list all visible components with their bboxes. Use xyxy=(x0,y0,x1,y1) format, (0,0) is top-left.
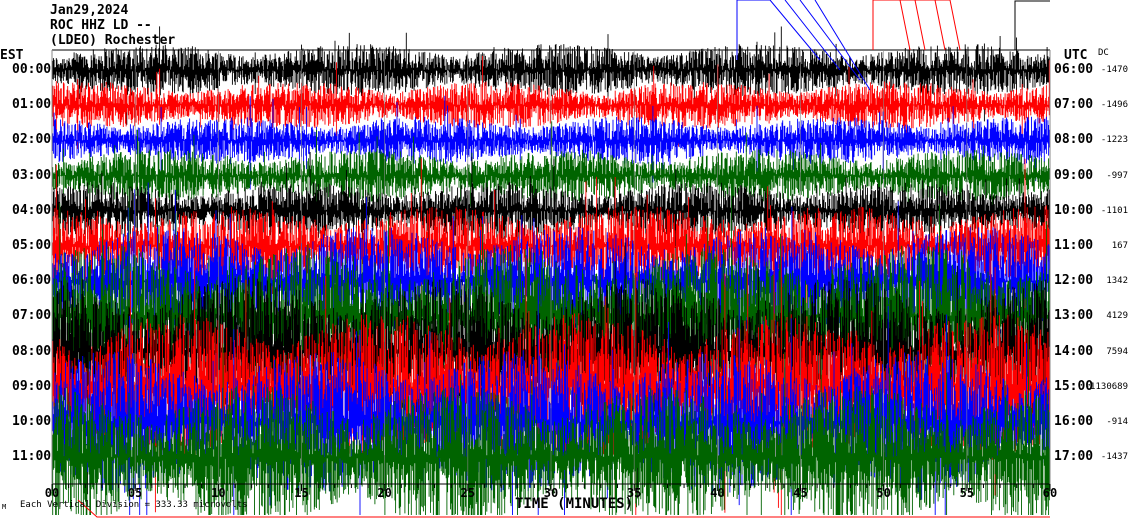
dc-value: 1342 xyxy=(1106,276,1128,287)
location-label: (LDEO) Rochester xyxy=(50,33,176,48)
dc-value: -1496 xyxy=(1100,100,1128,111)
est-row-label: 04:00 xyxy=(12,202,52,218)
utc-row-label: 10:00 xyxy=(1054,202,1094,218)
event-marker xyxy=(1014,0,1050,50)
dc-title: DC xyxy=(1098,48,1109,58)
event-marker xyxy=(949,0,961,51)
event-marker xyxy=(77,499,1050,518)
est-row-label: 02:00 xyxy=(12,132,52,148)
station-label: ROC HHZ LD -- xyxy=(50,18,152,33)
x-tick-label: 10 xyxy=(211,486,226,500)
est-row-label: 07:00 xyxy=(12,308,52,324)
event-marker xyxy=(914,0,926,51)
dc-value: -1130689 xyxy=(1084,381,1128,392)
utc-row-label: 15:00 xyxy=(1054,378,1094,394)
event-marker xyxy=(899,0,911,51)
est-row-label: 11:00 xyxy=(12,449,52,465)
corner-mark: M xyxy=(2,503,7,511)
dc-value: -997 xyxy=(1106,170,1128,181)
utc-row-label: 12:00 xyxy=(1054,273,1094,289)
date-label: Jan29,2024 xyxy=(50,3,129,18)
x-tick-label: 30 xyxy=(543,486,559,500)
est-row-label: 00:00 xyxy=(12,62,52,77)
utc-row-label: 16:00 xyxy=(1054,414,1094,429)
x-tick-label: 00 xyxy=(44,486,60,500)
est-row-label: 05:00 xyxy=(12,238,52,253)
x-tick-label: 05 xyxy=(127,486,143,500)
dc-value: 4129 xyxy=(1106,311,1128,322)
est-axis-title: EST xyxy=(0,48,24,63)
est-row-label: 09:00 xyxy=(12,378,52,394)
event-marker xyxy=(769,0,821,61)
event-marker xyxy=(814,0,871,91)
x-tick-label: 25 xyxy=(460,486,476,500)
dc-value: -1101 xyxy=(1100,205,1128,216)
x-tick-label: 45 xyxy=(793,486,808,500)
dc-value: -1470 xyxy=(1100,65,1128,75)
dc-value: -914 xyxy=(1106,417,1128,427)
est-row-label: 08:00 xyxy=(12,343,52,359)
dc-value: -1223 xyxy=(1100,135,1128,146)
dc-value: -1437 xyxy=(1100,452,1128,463)
event-marker xyxy=(784,0,841,71)
utc-row-label: 11:00 xyxy=(1054,238,1094,253)
utc-row-label: 13:00 xyxy=(1054,308,1094,324)
utc-row-label: 07:00 xyxy=(1054,97,1094,113)
x-tick-label: 60 xyxy=(1042,486,1058,500)
est-row-label: 10:00 xyxy=(12,414,52,429)
dc-value: 7594 xyxy=(1106,346,1128,357)
event-marker xyxy=(799,0,861,81)
scale-note: Each Vertical Division = 333.33 microvol… xyxy=(20,500,248,510)
utc-axis-title: UTC xyxy=(1064,48,1088,63)
x-tick-label: 55 xyxy=(959,486,975,500)
x-axis-title: TIME (MINUTES) xyxy=(515,496,634,512)
est-row-label: 06:00 xyxy=(12,273,52,289)
event-marker xyxy=(934,0,946,51)
utc-row-label: 09:00 xyxy=(1054,167,1094,183)
utc-row-label: 17:00 xyxy=(1054,449,1094,465)
utc-row-label: 14:00 xyxy=(1054,343,1094,359)
x-tick-label: 40 xyxy=(710,486,725,500)
utc-row-label: 08:00 xyxy=(1054,132,1094,148)
dc-value: 167 xyxy=(1111,241,1128,251)
x-tick-label: 50 xyxy=(876,486,891,500)
x-tick-label: 15 xyxy=(294,486,309,500)
est-row-label: 01:00 xyxy=(12,97,52,113)
x-tick-label: 35 xyxy=(626,486,642,500)
est-row-label: 03:00 xyxy=(12,167,52,183)
x-tick-label: 20 xyxy=(377,486,392,500)
utc-row-label: 06:00 xyxy=(1054,62,1094,77)
